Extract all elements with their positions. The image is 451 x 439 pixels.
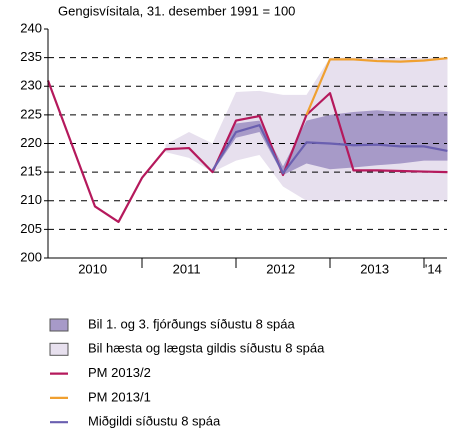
legend-label: PM 2013/2 [88, 365, 151, 380]
y-tick-label: 225 [20, 106, 42, 121]
y-tick-label: 235 [20, 49, 42, 64]
series-line [305, 57, 448, 116]
legend-label: Bil hæsta og lægsta gildis síðustu 8 spá… [88, 341, 325, 356]
y-tick-label: 215 [20, 164, 42, 179]
y-tick-label: 240 [20, 20, 42, 35]
legend-swatch [49, 342, 69, 356]
y-tick-label: 230 [20, 78, 42, 93]
legend-label: Miðgildi síðustu 8 spáa [88, 414, 221, 429]
y-tick-label: 220 [20, 135, 42, 150]
chart-title: Gengisvísitala, 31. desember 1991 = 100 [58, 3, 295, 18]
x-tick-label: 2011 [173, 261, 201, 276]
legend-label: Bil 1. og 3. fjórðungs síðustu 8 spáa [88, 316, 295, 331]
x-tick-label: 2013 [360, 261, 389, 276]
series-line [46, 80, 448, 224]
y-tick-label: 205 [20, 221, 42, 236]
legend-label: PM 2013/1 [88, 389, 151, 404]
y-tick-label: 200 [20, 249, 42, 264]
legend-swatch [49, 318, 69, 332]
x-tick-label: 2010 [78, 261, 107, 276]
x-tick-label: 2012 [266, 261, 295, 276]
y-tick-label: 210 [20, 192, 42, 207]
series-line [211, 124, 448, 175]
x-tick-label: '14 [425, 261, 442, 276]
